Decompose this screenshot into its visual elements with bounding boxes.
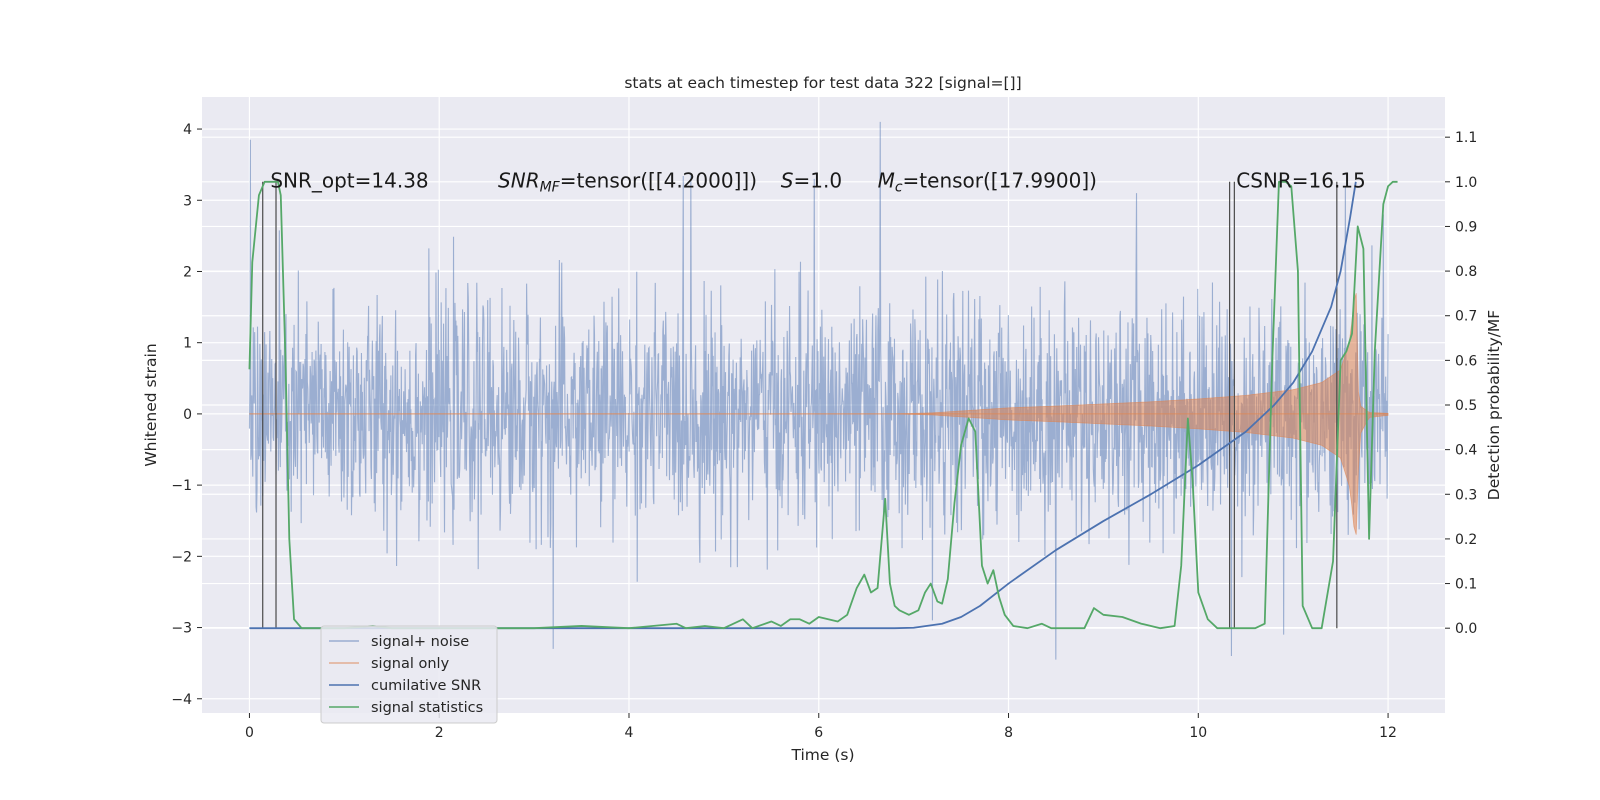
annotation-s: S=1.0 (781, 168, 842, 192)
y2-axis-label: Detection probability/MF (1485, 310, 1503, 501)
x-tick-label: 6 (814, 725, 823, 741)
series-signal-noise (248, 121, 1389, 660)
y-tick-label: 2 (183, 264, 192, 280)
y2-tick-label: 0.6 (1455, 353, 1477, 369)
annotation-snr-opt: SNR_opt=14.38 (270, 168, 428, 192)
y2-tick-label: 0.7 (1455, 309, 1477, 325)
y-tick-label: −1 (171, 478, 192, 494)
x-tick-label: 10 (1189, 725, 1207, 741)
series-cumulative-snr (249, 181, 1357, 630)
y-tick-label: −4 (171, 692, 192, 708)
legend-label-cumulative-snr: cumilative SNR (371, 678, 481, 694)
legend-label-signal-statistics: signal statistics (371, 700, 483, 716)
chart-title: stats at each timestep for test data 322… (624, 74, 1021, 92)
y2-tick-label: 0.5 (1455, 398, 1477, 414)
y2-tick-label: 0.1 (1455, 577, 1477, 593)
legend-label-signal-only: signal only (371, 656, 450, 672)
y-tick-label: 4 (183, 122, 192, 138)
ticks-layer: 0 2 4 6 8 10 12−4−3−2−1012340.00.10.20.30.40.5… (171, 122, 1477, 741)
legend-label-signal-noise: signal+ noise (371, 634, 469, 650)
x-tick-label: 4 (625, 725, 634, 741)
annotations: SNR_opt=14.38 SNRMF=tensor([[4.2000]]) S… (270, 168, 1365, 195)
y2-tick-label: 1.1 (1455, 130, 1477, 146)
legend-box (320, 625, 498, 724)
annotation-csnr: CSNR=16.15 (1236, 168, 1366, 192)
y-tick-label: 3 (183, 193, 192, 209)
y-tick-label: −3 (171, 621, 192, 637)
y-axis-label: Whitened strain (142, 343, 160, 466)
y2-tick-label: 0.8 (1455, 264, 1477, 280)
x-tick-label: 12 (1379, 725, 1397, 741)
y-tick-label: 0 (183, 407, 192, 423)
x-tick-label: 0 (245, 725, 254, 741)
annotation-mc: Mc=tensor([17.9900]) (878, 168, 1097, 195)
y2-tick-label: 0.2 (1455, 532, 1477, 548)
series-layer (248, 121, 1398, 660)
legend: signal+ noise signal only cumilative SNR… (320, 625, 498, 724)
y2-tick-label: 1.0 (1455, 175, 1477, 191)
annotation-snr-mf: SNRMF=tensor([[4.2000]]) (498, 168, 757, 195)
y2-tick-label: 0.3 (1455, 487, 1477, 503)
x-axis-label: Time (s) (790, 746, 854, 764)
y2-tick-label: 0.4 (1455, 443, 1477, 459)
y2-tick-label: 0.9 (1455, 219, 1477, 235)
y-tick-label: 1 (183, 336, 192, 352)
y2-tick-label: 0.0 (1455, 621, 1477, 637)
y-tick-label: −2 (171, 549, 192, 565)
x-tick-label: 2 (435, 725, 444, 741)
x-tick-label: 8 (1004, 725, 1013, 741)
series-signal-statistics (248, 180, 1398, 630)
